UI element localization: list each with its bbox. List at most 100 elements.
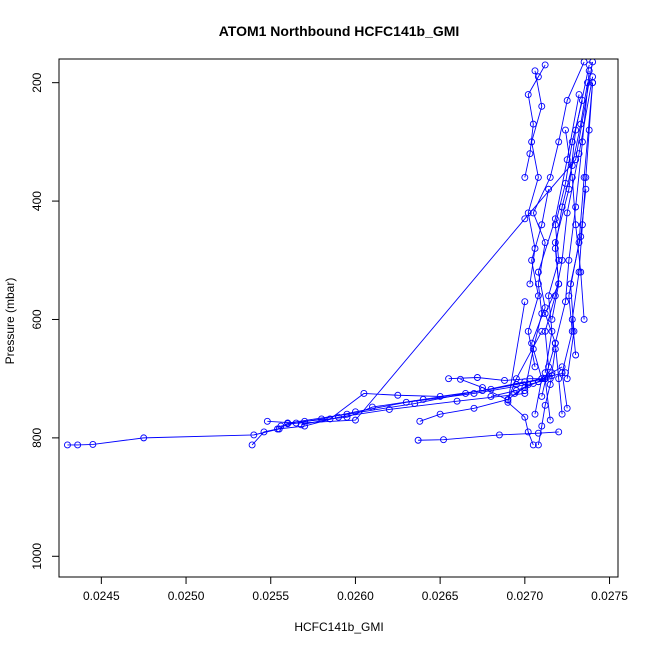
data-point xyxy=(541,369,549,377)
data-point xyxy=(453,397,461,405)
data-point xyxy=(545,363,552,371)
data-point xyxy=(562,298,569,306)
data-point xyxy=(575,91,583,98)
series-line-11 xyxy=(507,301,534,446)
data-point xyxy=(541,327,549,335)
y-axis-label: Pressure (mbar) xyxy=(3,278,17,365)
data-point xyxy=(529,209,537,217)
series-line-9 xyxy=(419,384,529,422)
data-point xyxy=(470,404,478,412)
plot-frame xyxy=(58,58,619,578)
data-point xyxy=(326,415,334,423)
data-point xyxy=(534,173,542,181)
series-line-25 xyxy=(565,129,585,320)
data-point xyxy=(511,390,519,397)
series-line-14 xyxy=(531,94,580,415)
data-point xyxy=(140,434,148,442)
data-point xyxy=(521,173,529,181)
data-point xyxy=(524,327,532,335)
y-tick-label: 600 xyxy=(30,309,44,329)
data-point xyxy=(521,384,529,392)
data-point xyxy=(436,392,444,400)
data-point xyxy=(89,440,97,448)
data-point xyxy=(563,209,571,217)
data-point xyxy=(534,292,542,300)
data-point xyxy=(531,410,539,418)
data-point xyxy=(538,102,546,110)
data-point xyxy=(473,374,481,381)
data-point xyxy=(526,280,534,288)
data-point xyxy=(351,416,359,424)
x-tick-label: 0.0260 xyxy=(337,589,374,603)
data-point xyxy=(572,351,580,359)
data-point xyxy=(260,428,268,436)
data-point xyxy=(263,417,271,425)
data-point xyxy=(521,413,529,421)
y-tick-label: 400 xyxy=(30,191,44,211)
data-point xyxy=(563,96,571,104)
data-point xyxy=(501,377,508,384)
data-point xyxy=(541,310,549,318)
data-point xyxy=(563,156,571,164)
data-point xyxy=(524,91,532,98)
data-point xyxy=(64,441,71,449)
data-point xyxy=(555,280,563,288)
data-point xyxy=(567,280,575,288)
data-layer xyxy=(64,58,597,449)
data-point xyxy=(385,406,393,413)
data-point xyxy=(578,96,586,104)
data-point xyxy=(555,375,563,383)
data-point xyxy=(335,413,342,421)
data-point xyxy=(524,428,532,436)
data-point xyxy=(562,126,569,134)
data-point xyxy=(284,420,292,428)
y-tick-label: 800 xyxy=(30,428,44,448)
data-point xyxy=(351,408,359,416)
series-line-23 xyxy=(544,100,583,373)
data-point xyxy=(529,441,537,449)
data-point xyxy=(548,327,556,335)
series-line-1 xyxy=(251,393,525,446)
data-point xyxy=(531,244,539,252)
data-point xyxy=(577,120,585,128)
data-point xyxy=(558,363,566,371)
data-point xyxy=(534,378,542,386)
data-point xyxy=(546,173,554,181)
data-point xyxy=(570,327,578,335)
data-point xyxy=(414,436,422,444)
series-line-13 xyxy=(524,61,585,391)
series-line-4 xyxy=(287,378,546,424)
x-tick-label: 0.0270 xyxy=(506,589,543,603)
data-point xyxy=(445,375,453,383)
data-point xyxy=(584,79,591,87)
data-point xyxy=(534,441,542,449)
series-line-16 xyxy=(541,76,594,397)
data-point xyxy=(580,316,588,323)
data-point xyxy=(568,173,576,181)
data-point xyxy=(541,61,549,69)
y-tick-label: 1000 xyxy=(30,543,44,570)
data-point xyxy=(582,173,590,181)
data-point xyxy=(555,256,563,264)
data-point xyxy=(360,390,368,397)
data-point xyxy=(555,138,563,146)
data-point xyxy=(551,292,559,300)
x-axis: 0.0245 0.0250 0.0255 0.0260 0.0265 0.0270 0.02… xyxy=(83,576,628,603)
data-point xyxy=(538,221,546,229)
data-point xyxy=(528,339,536,347)
data-point xyxy=(521,215,529,223)
data-point xyxy=(521,298,529,306)
series-line-24 xyxy=(551,82,588,320)
data-point xyxy=(577,233,585,241)
data-point xyxy=(495,431,503,439)
data-point xyxy=(526,150,534,158)
data-point xyxy=(551,339,559,347)
data-point xyxy=(416,417,424,425)
data-point xyxy=(470,390,478,397)
data-point xyxy=(546,381,554,389)
series-line-28 xyxy=(514,372,566,394)
series-line-7 xyxy=(418,431,559,441)
data-point xyxy=(551,244,559,252)
data-point xyxy=(534,429,542,437)
